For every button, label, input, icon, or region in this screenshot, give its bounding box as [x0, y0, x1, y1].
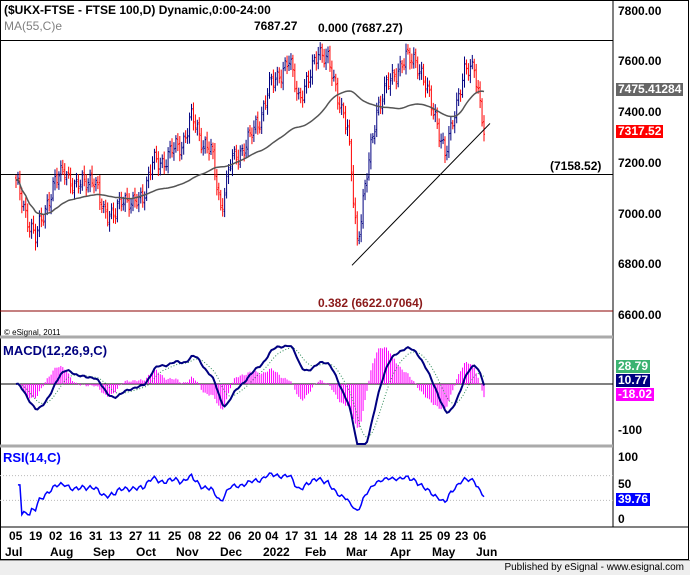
rsi-label: RSI(14,C): [3, 450, 61, 465]
rsi-value-tag: 39.76: [616, 492, 651, 506]
histogram-value-tag: -18.02: [616, 387, 655, 401]
publisher-credit: Published by eSignal - www.esignal.com: [504, 562, 684, 573]
fib-level-0-label: 0.000 (7687.27): [318, 21, 403, 35]
fib-level-mid-label: (7158.52): [550, 159, 602, 173]
date-tick: 27: [129, 529, 143, 543]
ma-legend: MA(55,C)e: [4, 19, 63, 33]
rsi-tick: 0: [618, 512, 625, 526]
month-label: Mar: [346, 545, 368, 559]
price-tick: 7600.00: [618, 54, 662, 68]
date-tick: 14: [364, 529, 378, 543]
macd-signal-line: [15, 347, 485, 438]
month-label: Nov: [176, 545, 199, 559]
price-tick: 7000.00: [618, 207, 662, 221]
date-tick: 20: [248, 529, 262, 543]
date-tick: 19: [29, 529, 43, 543]
date-tick: 28: [383, 529, 397, 543]
rsi-tick: 50: [618, 477, 632, 491]
date-tick: 05: [9, 529, 23, 543]
month-label: Aug: [50, 545, 74, 559]
date-tick: 23: [455, 529, 469, 543]
date-tick: 17: [285, 529, 299, 543]
macd-label: MACD(12,26,9,C): [3, 343, 108, 358]
rsi-line: [17, 472, 485, 517]
date-tick: 08: [188, 529, 202, 543]
month-label: May: [432, 545, 456, 559]
date-tick: 11: [401, 529, 414, 543]
month-label: 2022: [263, 545, 290, 559]
date-tick: 06: [228, 529, 242, 543]
date-tick: 16: [69, 529, 83, 543]
date-tick: 25: [419, 529, 433, 543]
date-tick: 13: [109, 529, 123, 543]
chart-border: [0, 0, 689, 560]
signal-value-tag: 28.79: [616, 359, 651, 373]
date-tick: 02: [49, 529, 63, 543]
date-tick: 22: [208, 529, 222, 543]
date-tick: 14: [324, 529, 338, 543]
last-price-tag: 7317.52: [616, 124, 664, 138]
chart-title: ($UKX-FTSE - FTSE 100,D) Dynamic,0:00-24…: [4, 3, 271, 17]
price-tick: 7400.00: [618, 105, 662, 119]
date-tick: 31: [304, 529, 318, 543]
fib-high-label: 7687.27: [254, 19, 298, 33]
month-label: Apr: [390, 545, 411, 559]
macd-tick: -100: [618, 423, 643, 437]
date-tick: 28: [344, 529, 358, 543]
date-tick: 25: [168, 529, 182, 543]
date-tick: 31: [89, 529, 103, 543]
date-tick: 09: [437, 529, 451, 543]
date-tick: 11: [148, 529, 161, 543]
ma55-line: [15, 90, 485, 216]
copyright: © eSignal, 2011: [4, 328, 61, 337]
month-label: Feb: [305, 545, 327, 559]
macd-value-tag: 10.77: [616, 373, 651, 387]
price-tick: 6600.00: [618, 308, 662, 322]
price-tick: 7200.00: [618, 156, 662, 170]
price-tick: 6800.00: [618, 257, 662, 271]
date-tick: 06: [473, 529, 487, 543]
month-label: Jul: [5, 545, 23, 559]
footer-bar: Published by eSignal - www.esignal.com: [0, 560, 690, 575]
month-label: Oct: [136, 545, 157, 559]
month-label: Sep: [93, 545, 116, 559]
price-tick: 7800.00: [618, 4, 662, 18]
fib-level-382-label: 0.382 (6622.07064): [318, 296, 423, 310]
ma-value-tag: 7475.41284: [616, 82, 684, 96]
rsi-tick: 100: [618, 450, 639, 464]
month-label: Dec: [220, 545, 243, 559]
month-label: Jun: [476, 545, 498, 559]
trendline: [351, 123, 491, 266]
macd-line: [15, 344, 485, 445]
date-tick: 04: [265, 529, 279, 543]
